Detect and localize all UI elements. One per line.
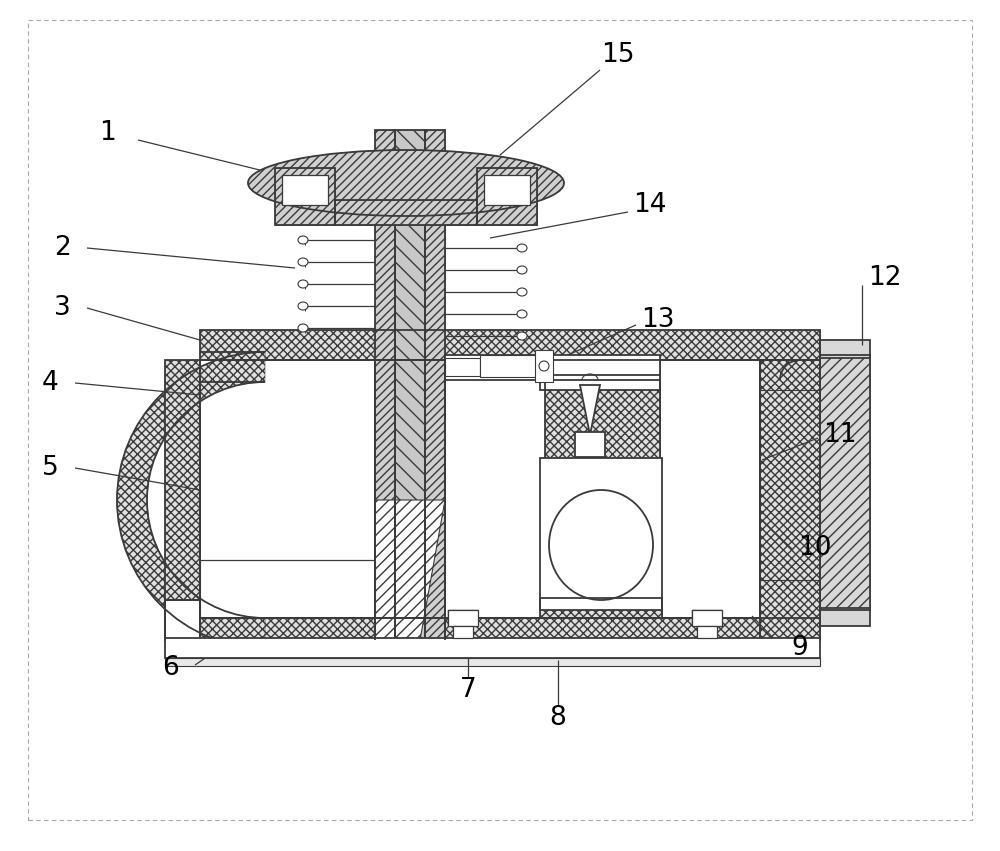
- Bar: [540, 375, 660, 390]
- Bar: [453, 626, 473, 638]
- Bar: [200, 560, 375, 618]
- Polygon shape: [375, 130, 395, 640]
- Ellipse shape: [517, 332, 527, 340]
- Ellipse shape: [517, 288, 527, 296]
- Ellipse shape: [298, 258, 308, 266]
- Bar: [282, 175, 328, 205]
- Bar: [335, 200, 477, 225]
- Bar: [697, 626, 717, 638]
- Polygon shape: [540, 598, 662, 618]
- Polygon shape: [425, 130, 445, 640]
- Polygon shape: [375, 500, 445, 640]
- Text: 7: 7: [460, 677, 476, 703]
- Bar: [660, 360, 760, 618]
- Text: 10: 10: [798, 535, 832, 561]
- Text: 5: 5: [42, 455, 58, 481]
- Bar: [477, 168, 537, 225]
- Text: 11: 11: [823, 422, 857, 448]
- Polygon shape: [200, 618, 760, 640]
- Bar: [820, 608, 870, 626]
- Polygon shape: [248, 150, 564, 216]
- Bar: [165, 658, 820, 666]
- Bar: [477, 168, 537, 225]
- Text: 12: 12: [868, 265, 902, 291]
- Polygon shape: [395, 130, 425, 640]
- Bar: [335, 200, 477, 225]
- Bar: [535, 350, 553, 382]
- Text: 1: 1: [100, 120, 116, 146]
- Text: 4: 4: [42, 370, 58, 396]
- Bar: [540, 598, 662, 618]
- Polygon shape: [117, 352, 265, 648]
- Bar: [480, 355, 540, 377]
- Polygon shape: [580, 385, 600, 435]
- Bar: [165, 600, 200, 640]
- Text: 2: 2: [54, 235, 70, 261]
- Polygon shape: [760, 360, 820, 640]
- Bar: [448, 610, 478, 626]
- Ellipse shape: [517, 266, 527, 274]
- Bar: [820, 340, 870, 358]
- Ellipse shape: [539, 361, 549, 371]
- Ellipse shape: [298, 236, 308, 244]
- Bar: [275, 168, 335, 225]
- Bar: [575, 432, 605, 457]
- Ellipse shape: [298, 302, 308, 310]
- Text: 15: 15: [601, 42, 635, 68]
- Polygon shape: [165, 600, 200, 640]
- Ellipse shape: [517, 310, 527, 318]
- Polygon shape: [448, 610, 478, 626]
- Text: 14: 14: [633, 192, 667, 218]
- Ellipse shape: [298, 280, 308, 288]
- Text: 8: 8: [550, 705, 566, 731]
- Bar: [445, 358, 480, 376]
- Bar: [275, 168, 335, 225]
- Text: 6: 6: [162, 655, 178, 681]
- Polygon shape: [200, 330, 820, 360]
- Polygon shape: [820, 355, 870, 610]
- Text: 13: 13: [641, 307, 675, 333]
- Ellipse shape: [517, 244, 527, 252]
- Ellipse shape: [549, 490, 653, 600]
- Polygon shape: [165, 360, 200, 640]
- Bar: [484, 175, 530, 205]
- Bar: [540, 458, 662, 610]
- Text: 9: 9: [792, 635, 808, 661]
- Bar: [445, 355, 660, 380]
- Polygon shape: [545, 380, 660, 460]
- Bar: [165, 638, 820, 658]
- Bar: [692, 610, 722, 626]
- Ellipse shape: [298, 324, 308, 332]
- Polygon shape: [692, 610, 722, 626]
- Text: 3: 3: [54, 295, 70, 321]
